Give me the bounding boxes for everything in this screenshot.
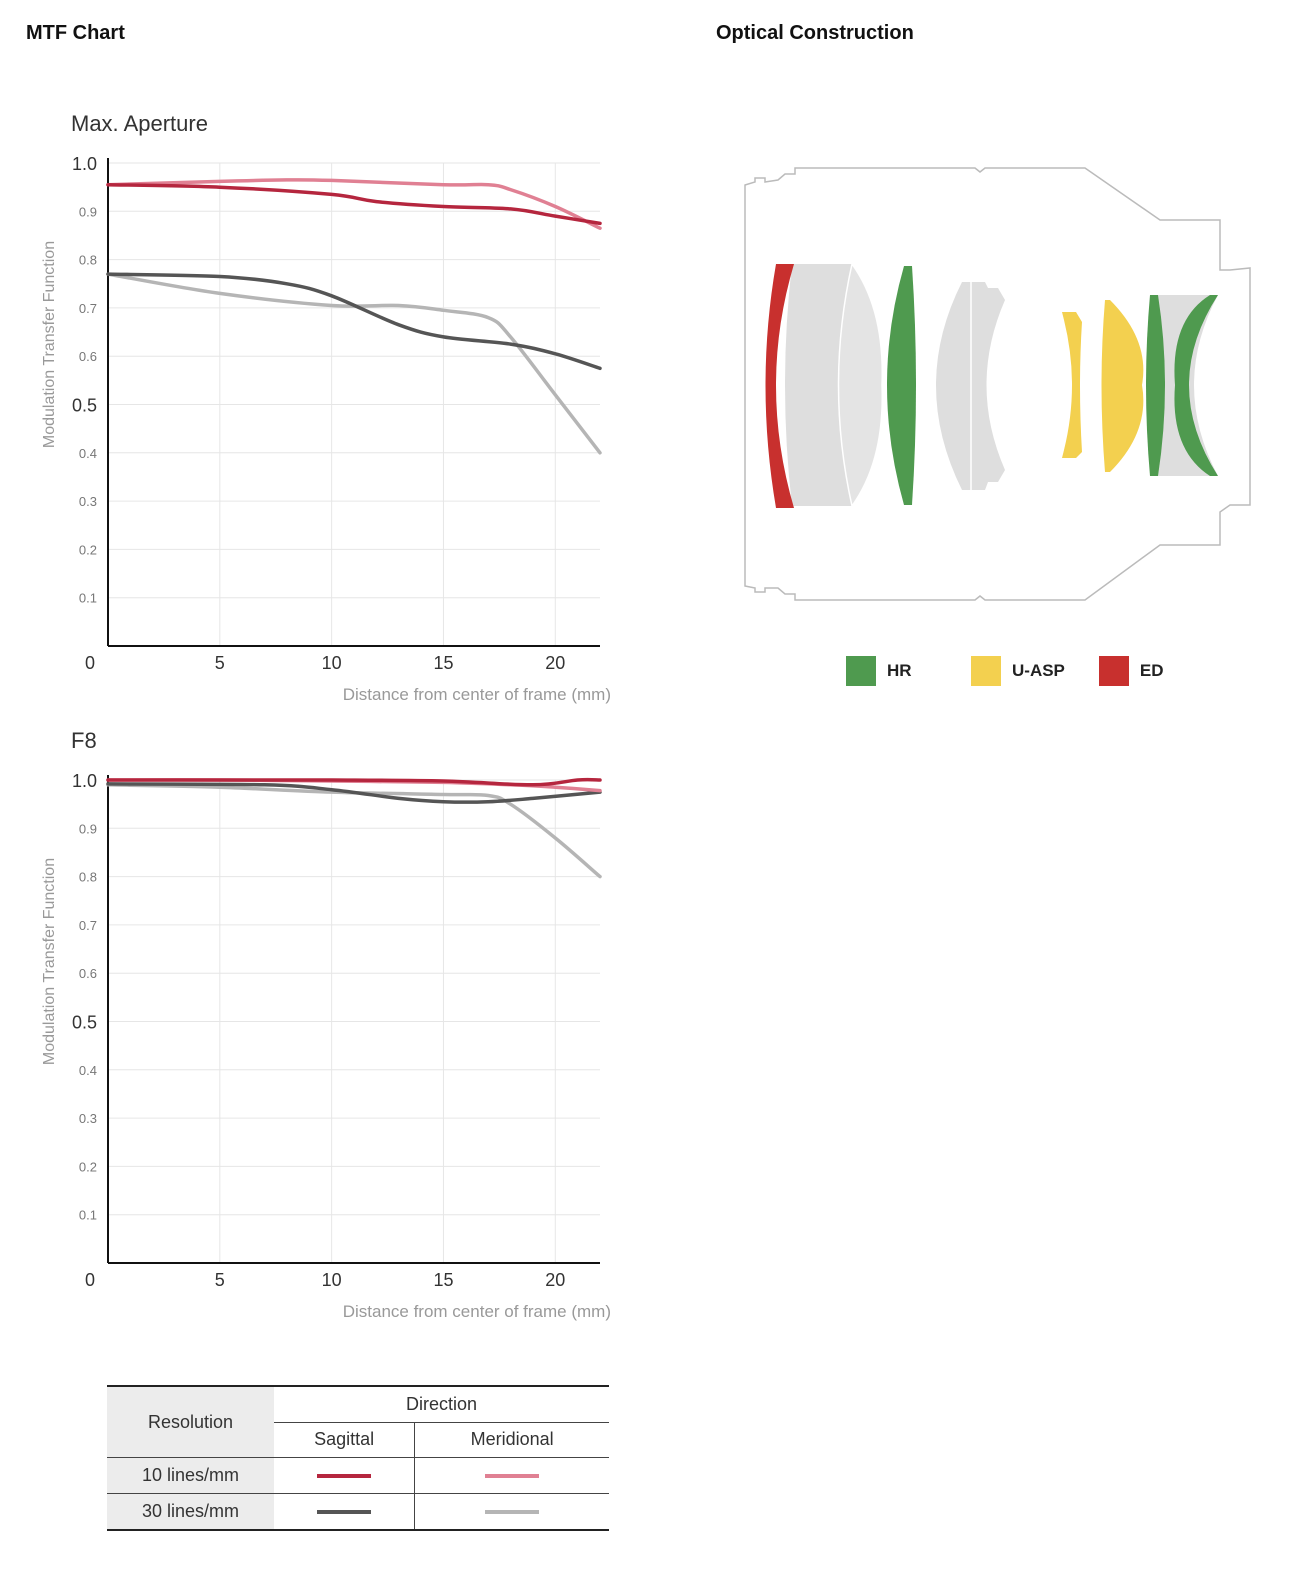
y-tick-label: 0.5 bbox=[72, 396, 97, 416]
y-tick-label: 0.2 bbox=[79, 1159, 97, 1174]
optical-construction-heading: Optical Construction bbox=[716, 22, 914, 44]
u-asp-swatch bbox=[971, 656, 1001, 686]
meridional-10-cell bbox=[414, 1457, 609, 1494]
y-tick-label: 0.7 bbox=[79, 918, 97, 933]
y-tick-label: 0.6 bbox=[79, 349, 97, 364]
y-tick-label: 0.3 bbox=[79, 494, 97, 509]
x-tick-label: 20 bbox=[545, 653, 565, 673]
meridional-30-cell bbox=[414, 1493, 609, 1531]
x-tick-label: 20 bbox=[545, 1270, 565, 1290]
x-tick-label: 0 bbox=[85, 653, 95, 673]
lens-element-hr-2 bbox=[1146, 295, 1165, 476]
y-tick-label: 0.8 bbox=[79, 870, 97, 885]
y-tick-label: 0.8 bbox=[79, 253, 97, 268]
y-tick-label: 0.4 bbox=[79, 1063, 97, 1078]
sagittal-header: Sagittal bbox=[274, 1422, 415, 1458]
lens-element-u-asp-1 bbox=[1062, 312, 1082, 458]
lens-element-grey-2 bbox=[837, 262, 883, 508]
meridional-30-swatch bbox=[485, 1510, 540, 1515]
x-axis-label: Distance from center of frame (mm) bbox=[343, 685, 611, 704]
chart-title: F8 bbox=[71, 728, 97, 753]
x-tick-label: 0 bbox=[85, 1270, 95, 1290]
sagittal-10-cell bbox=[274, 1457, 415, 1494]
lens-element-hr-3 bbox=[1174, 295, 1218, 476]
y-tick-label: 0.4 bbox=[79, 446, 97, 461]
meridional-header: Meridional bbox=[414, 1422, 609, 1458]
hr-label: HR bbox=[887, 661, 912, 680]
mtf-chart-max-aperture: Max. Aperture 1.0 0.9 0.8 0.7 0.6 0.5 0.4 0.3 0.2… bbox=[41, 111, 611, 704]
lens-construction-diagram bbox=[744, 167, 1251, 601]
sagittal-10-swatch bbox=[317, 1474, 372, 1479]
y-tick-label: 0.9 bbox=[79, 204, 97, 219]
x-tick-label: 15 bbox=[433, 1270, 453, 1290]
x-tick-label: 10 bbox=[322, 653, 342, 673]
ed-swatch bbox=[1098, 656, 1129, 686]
lens-barrel-outline bbox=[744, 167, 1251, 601]
y-tick-label: 0.9 bbox=[79, 821, 97, 836]
sagittal-30-cell bbox=[274, 1493, 415, 1531]
series-meridional-30-line bbox=[106, 272, 602, 455]
y-tick-label: 1.0 bbox=[72, 771, 97, 791]
lens-element-hr-1 bbox=[887, 266, 916, 505]
legend-item-u-asp: U-ASP bbox=[971, 656, 1065, 686]
x-tick-label: 5 bbox=[215, 653, 225, 673]
direction-header: Direction bbox=[274, 1385, 609, 1423]
y-tick-label: 0.1 bbox=[79, 1208, 97, 1223]
resolution-header: Resolution bbox=[107, 1385, 274, 1458]
legend-item-hr: HR bbox=[846, 656, 937, 686]
resolution-30-label: 30 lines/mm bbox=[107, 1493, 274, 1531]
line-legend-table: Resolution Direction Sagittal Meridional… bbox=[107, 1385, 609, 1531]
mtf-chart-f8: F8 1.0 0.9 0.8 0.7 0.6 0.5 0.4 0.3 0.2 0.1 0 5 10 15 20… bbox=[41, 728, 611, 1321]
y-tick-label: 0.2 bbox=[79, 542, 97, 557]
sagittal-30-swatch bbox=[317, 1510, 372, 1515]
y-tick-label: 0.7 bbox=[79, 301, 97, 316]
x-axis-label: Distance from center of frame (mm) bbox=[343, 1302, 611, 1321]
y-tick-label: 0.3 bbox=[79, 1111, 97, 1126]
lens-element-ed bbox=[765, 264, 794, 508]
meridional-10-swatch bbox=[485, 1474, 540, 1479]
legend-item-ed: ED bbox=[1098, 656, 1190, 686]
y-axis-label: Modulation Transfer Function bbox=[41, 858, 58, 1065]
x-tick-label: 15 bbox=[433, 653, 453, 673]
y-tick-label: 0.1 bbox=[79, 591, 97, 606]
chart-title: Max. Aperture bbox=[71, 111, 208, 136]
u-asp-label: U-ASP bbox=[1012, 661, 1065, 680]
y-tick-label: 1.0 bbox=[72, 154, 97, 174]
series-meridional-10-line bbox=[106, 178, 602, 230]
series-sagittal-10-line bbox=[106, 777, 602, 787]
y-tick-label: 0.5 bbox=[72, 1013, 97, 1033]
ed-label: ED bbox=[1139, 661, 1164, 680]
lens-element-u-asp-2 bbox=[1101, 300, 1144, 472]
mtf-chart-heading: MTF Chart bbox=[26, 22, 125, 44]
hr-swatch bbox=[846, 656, 876, 686]
series-sagittal-30-line bbox=[106, 782, 602, 804]
series-sagittal-10-line bbox=[106, 182, 602, 226]
y-axis-label: Modulation Transfer Function bbox=[41, 241, 58, 448]
series-meridional-30-line bbox=[106, 783, 602, 879]
resolution-10-label: 10 lines/mm bbox=[107, 1457, 274, 1494]
series-sagittal-30-line bbox=[106, 272, 602, 371]
element-type-legend: HR U-ASP ED bbox=[846, 656, 1190, 686]
lens-element-grey-1 bbox=[785, 264, 852, 506]
y-tick-label: 0.6 bbox=[79, 966, 97, 981]
x-tick-label: 5 bbox=[215, 1270, 225, 1290]
x-tick-label: 10 bbox=[322, 1270, 342, 1290]
